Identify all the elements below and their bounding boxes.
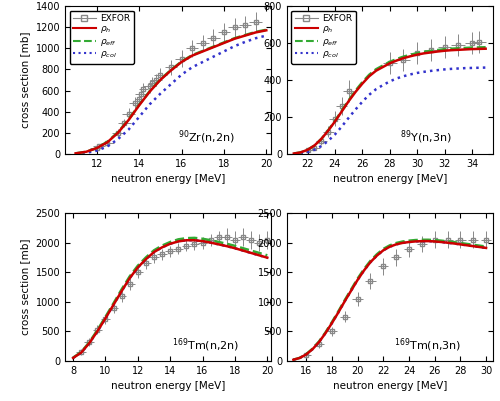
Text: $^{90}$Zr(n,2n): $^{90}$Zr(n,2n) [178,129,235,146]
Y-axis label: cross section [mb]: cross section [mb] [20,239,30,335]
Text: $^{169}$Tm(n,2n): $^{169}$Tm(n,2n) [172,336,240,354]
Legend: EXFOR, $\rho_h$, $\rho_{eff}$, $\rho_{col}$: EXFOR, $\rho_h$, $\rho_{eff}$, $\rho_{co… [70,10,134,64]
Y-axis label: cross section [mb]: cross section [mb] [20,32,30,128]
X-axis label: neutron energy [MeV]: neutron energy [MeV] [332,174,447,184]
X-axis label: neutron energy [MeV]: neutron energy [MeV] [332,381,447,391]
Text: $^{89}$Y(n,3n): $^{89}$Y(n,3n) [400,129,452,146]
X-axis label: neutron energy [MeV]: neutron energy [MeV] [110,174,225,184]
X-axis label: neutron energy [MeV]: neutron energy [MeV] [110,381,225,391]
Legend: EXFOR, $\rho_h$, $\rho_{eff}$, $\rho_{col}$: EXFOR, $\rho_h$, $\rho_{eff}$, $\rho_{co… [292,10,356,64]
Text: $^{169}$Tm(n,3n): $^{169}$Tm(n,3n) [394,336,461,354]
